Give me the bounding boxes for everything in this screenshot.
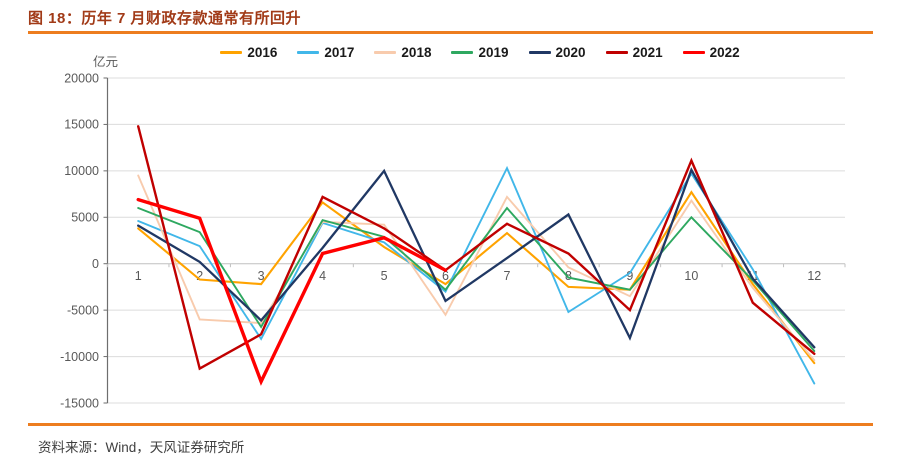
- legend-dash-icon: [374, 51, 397, 54]
- legend-dash-icon: [682, 50, 705, 55]
- series-line-2016: [137, 190, 816, 365]
- legend-dash-icon: [297, 51, 320, 54]
- legend-label: 2021: [632, 45, 663, 60]
- legend-item-2017: 2017: [297, 45, 354, 60]
- y-tick-label: 0: [92, 257, 99, 271]
- series-line-2020: [137, 167, 816, 349]
- x-tick-label: 10: [684, 269, 698, 283]
- x-tick-label: 7: [504, 269, 511, 283]
- legend-dash-icon: [220, 51, 243, 54]
- y-tick-label: 10000: [64, 164, 99, 178]
- source-note: 资料来源：Wind，天风证券研究所: [38, 440, 245, 455]
- series-line-2018: [137, 174, 816, 362]
- legend-item-2020: 2020: [528, 45, 586, 60]
- y-axis-unit-label: 亿元: [93, 55, 119, 69]
- x-tick-label: 4: [319, 269, 326, 283]
- legend-item-2019: 2019: [451, 45, 509, 60]
- legend-item-2021: 2021: [605, 45, 663, 60]
- x-tick-label: 5: [381, 269, 388, 283]
- y-tick-label: 5000: [71, 211, 99, 225]
- legend-label: 2016: [247, 45, 278, 60]
- x-tick-label: 1: [135, 269, 142, 283]
- legend-dash-icon: [451, 51, 474, 54]
- y-tick-label: 20000: [64, 71, 99, 85]
- y-tick-label: -15000: [60, 396, 99, 410]
- legend-label: 2017: [324, 45, 355, 60]
- series-line-2021: [136, 125, 816, 371]
- series-line-2017: [137, 165, 816, 385]
- x-tick-label: 9: [626, 269, 633, 283]
- legend-item-2018: 2018: [374, 45, 431, 60]
- y-tick-label: -5000: [67, 303, 99, 317]
- legend-label: 2018: [401, 45, 432, 60]
- y-tick-label: -10000: [60, 350, 99, 364]
- legend-label: 2020: [555, 45, 586, 60]
- chart-legend: 2016 2017 2018 2019 2020 2021 2022: [120, 45, 840, 60]
- legend-dash-icon: [605, 51, 628, 54]
- legend-item-2016: 2016: [220, 45, 277, 60]
- bottom-divider: [28, 423, 873, 426]
- legend-dash-icon: [528, 51, 551, 54]
- x-tick-label: 2: [196, 269, 203, 283]
- legend-item-2022: 2022: [682, 45, 740, 60]
- legend-label: 2022: [709, 45, 740, 60]
- figure-title: 图 18：历年 7 月财政存款通常有所回升: [28, 10, 302, 27]
- top-divider: [28, 31, 873, 34]
- series-line-2022: [136, 197, 448, 386]
- x-tick-label: 6: [442, 269, 449, 283]
- x-tick-label: 12: [807, 269, 821, 283]
- x-tick-label: 8: [565, 269, 572, 283]
- x-tick-label: 3: [258, 269, 265, 283]
- legend-label: 2019: [478, 45, 509, 60]
- y-tick-label: 15000: [64, 118, 99, 132]
